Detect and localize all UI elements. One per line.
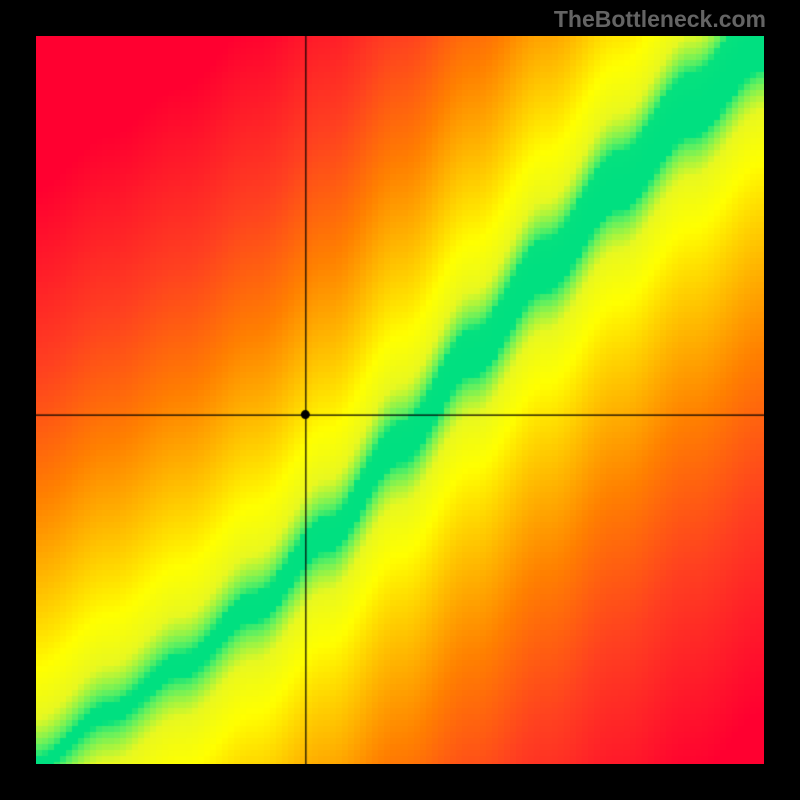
heatmap-canvas [36,36,764,764]
heatmap-chart [36,36,764,764]
watermark-text: TheBottleneck.com [554,6,766,33]
